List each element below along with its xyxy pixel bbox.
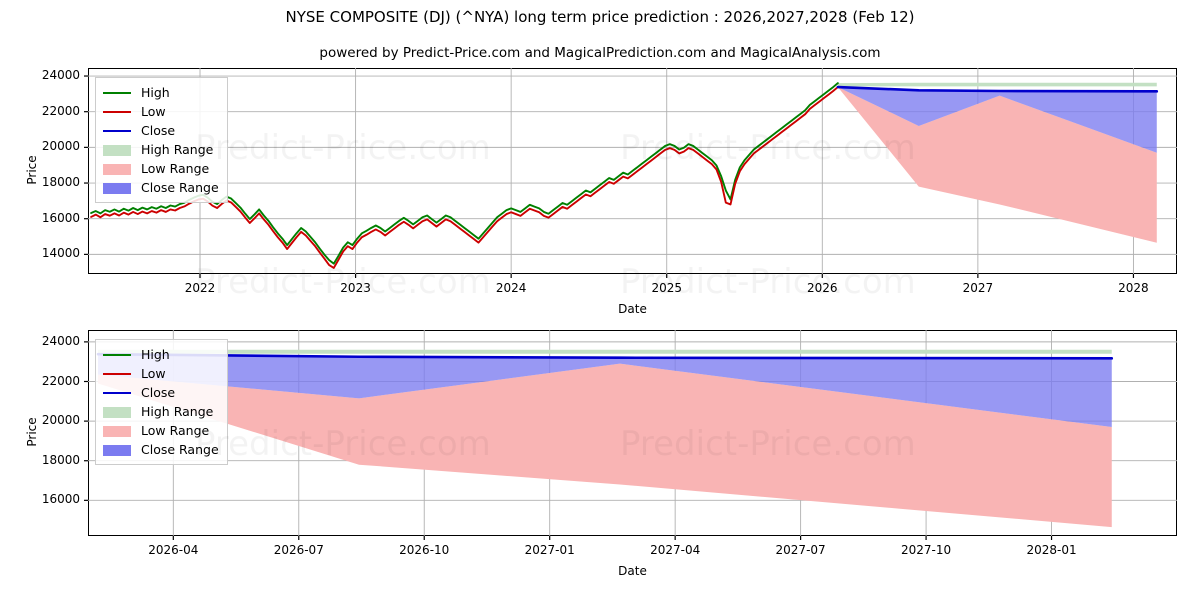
legend-item: Close Range <box>102 440 219 459</box>
y-tick-label: 20000 <box>41 139 80 154</box>
y-tick-label: 22000 <box>41 103 80 118</box>
legend-label: High Range <box>141 142 214 157</box>
legend-label: Low Range <box>141 161 210 176</box>
x-tick-label: 2027-04 <box>650 543 701 557</box>
legend-label: Low <box>141 366 166 381</box>
legend-line-swatch <box>102 86 132 100</box>
y-tick-label: 20000 <box>41 413 80 428</box>
legend-label: Close Range <box>141 180 219 195</box>
x-tick-label: 2024 <box>495 281 527 295</box>
legend-label: High <box>141 85 170 100</box>
legend-item: Low Range <box>102 159 219 178</box>
legend-item: High <box>102 345 219 364</box>
x-tick-label: 2027-10 <box>901 543 952 557</box>
x-tick-label: 2026-04 <box>148 543 199 557</box>
y-tick-label: 22000 <box>41 373 80 388</box>
legend-line-swatch <box>102 348 132 362</box>
y-tick-label: 16000 <box>41 210 80 225</box>
x-tick-label: 2026-07 <box>273 543 324 557</box>
legend-label: Low <box>141 104 166 119</box>
legend-item: Close Range <box>102 178 219 197</box>
top-chart-legend: High Low Close High Range Low Range Close Ran… <box>95 77 228 203</box>
legend-item: Close <box>102 383 219 402</box>
y-tick-label: 24000 <box>41 68 80 83</box>
bottom-chart-legend: High Low Close High Range Low Range Close Ran… <box>95 339 228 465</box>
legend-line-swatch <box>102 124 132 138</box>
x-tick-label: 2027-01 <box>524 543 575 557</box>
legend-line-swatch <box>102 105 132 119</box>
x-tick-label: 2025 <box>651 281 682 295</box>
legend-patch-swatch <box>102 143 132 157</box>
legend-patch-swatch <box>102 424 132 438</box>
legend-item: Close <box>102 121 219 140</box>
y-tick-label: 18000 <box>41 175 80 190</box>
x-tick-label: 2026-10 <box>399 543 450 557</box>
x-tick-label: 2027-07 <box>775 543 826 557</box>
bottom-chart-panel <box>88 330 1177 536</box>
bottom-x-axis-label: Date <box>618 564 647 578</box>
y-tick-label: 18000 <box>41 452 80 467</box>
x-tick-label: 2028-01 <box>1026 543 1077 557</box>
y-tick-label: 14000 <box>41 246 80 261</box>
x-tick-label: 2027 <box>962 281 994 295</box>
legend-item: Low Range <box>102 421 219 440</box>
x-tick-label: 2023 <box>340 281 371 295</box>
legend-label: High <box>141 347 170 362</box>
legend-label: Low Range <box>141 423 210 438</box>
x-tick-label: 2026 <box>807 281 838 295</box>
x-tick-label: 2022 <box>184 281 216 295</box>
top-x-axis-label: Date <box>618 302 647 316</box>
legend-item: Low <box>102 364 219 383</box>
x-tick-label: 2028 <box>1118 281 1149 295</box>
legend-item: High Range <box>102 402 219 421</box>
legend-line-swatch <box>102 367 132 381</box>
y-tick-label: 16000 <box>41 492 80 507</box>
top-chart-panel <box>88 68 1177 274</box>
legend-item: High <box>102 83 219 102</box>
legend-label: Close <box>141 385 176 400</box>
legend-line-swatch <box>102 386 132 400</box>
legend-patch-swatch <box>102 162 132 176</box>
legend-label: Close <box>141 123 176 138</box>
legend-patch-swatch <box>102 181 132 195</box>
y-tick-label: 24000 <box>41 333 80 348</box>
page-subtitle: powered by Predict-Price.com and Magical… <box>319 45 881 61</box>
legend-label: High Range <box>141 404 214 419</box>
legend-patch-swatch <box>102 405 132 419</box>
legend-patch-swatch <box>102 443 132 457</box>
legend-item: High Range <box>102 140 219 159</box>
legend-item: Low <box>102 102 219 121</box>
page-title: NYSE COMPOSITE (DJ) (^NYA) long term pri… <box>285 8 915 26</box>
legend-label: Close Range <box>141 442 219 457</box>
